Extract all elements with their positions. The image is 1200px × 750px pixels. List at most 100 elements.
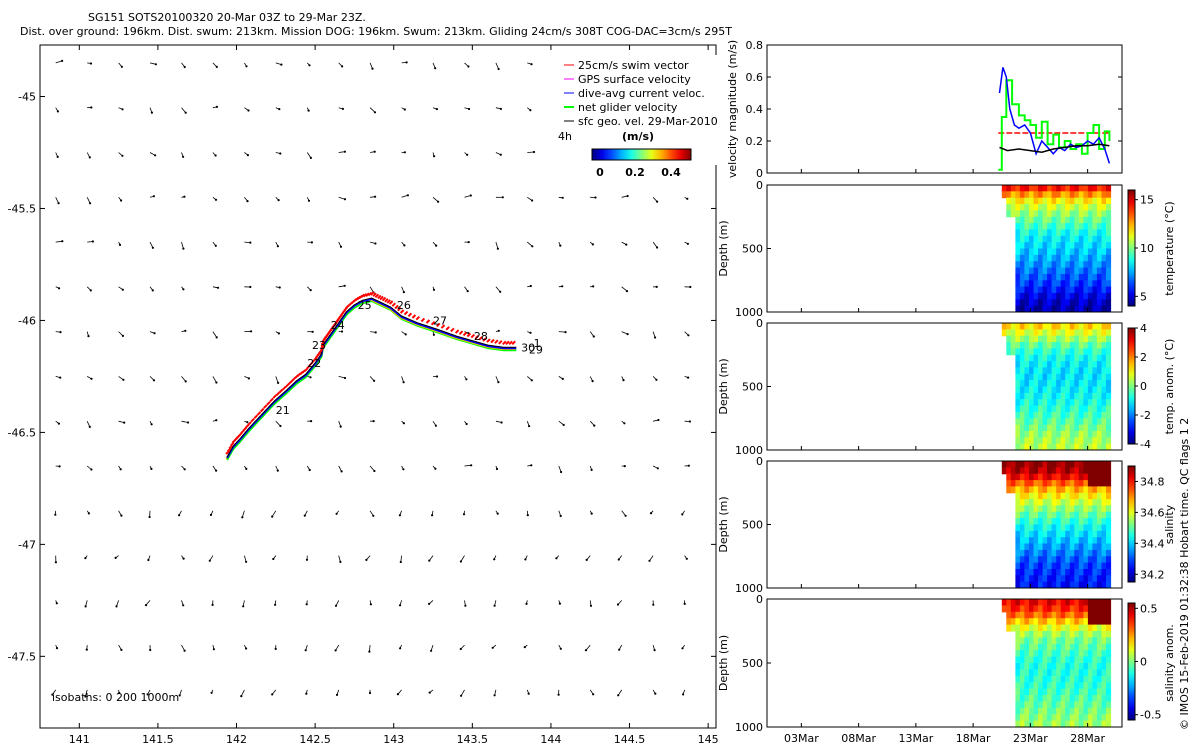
section-cell bbox=[1060, 354, 1066, 362]
current-arrow-head bbox=[151, 246, 154, 249]
section-cell bbox=[1024, 342, 1030, 349]
section-cell bbox=[1038, 235, 1044, 243]
section-cell bbox=[1056, 329, 1062, 337]
section-cell bbox=[1065, 329, 1071, 337]
section-cell bbox=[1042, 399, 1048, 407]
section-cell bbox=[1047, 688, 1053, 696]
section-cell bbox=[1024, 669, 1030, 677]
section-cell bbox=[1038, 248, 1044, 256]
swim-vector bbox=[374, 293, 380, 299]
section-cell bbox=[1038, 335, 1044, 343]
section-cell bbox=[1069, 569, 1075, 576]
section-cell bbox=[1010, 197, 1016, 205]
section-cell bbox=[1006, 618, 1012, 626]
section-cell bbox=[1029, 399, 1035, 407]
section-cell bbox=[1083, 650, 1089, 658]
section-cell bbox=[1087, 682, 1093, 690]
current-arrow-head bbox=[276, 245, 279, 248]
section-cell bbox=[1015, 618, 1021, 626]
section-cell bbox=[1024, 461, 1030, 468]
colorbar-tick-label: 5 bbox=[1140, 290, 1147, 303]
swim-vector bbox=[275, 391, 281, 397]
section-cell bbox=[1019, 486, 1025, 494]
section-cell bbox=[1101, 210, 1107, 218]
current-arrow-head bbox=[682, 693, 685, 696]
day-label: 1 bbox=[534, 337, 541, 350]
section-cell bbox=[1056, 443, 1062, 451]
section-cell bbox=[1083, 223, 1089, 230]
section-cell bbox=[1015, 624, 1021, 632]
section-cell bbox=[1006, 486, 1012, 494]
section-cell bbox=[1106, 367, 1112, 375]
section-cell bbox=[1092, 575, 1098, 583]
section-cell bbox=[1024, 292, 1030, 300]
section-cell bbox=[1056, 492, 1062, 500]
section-cell bbox=[1078, 499, 1084, 506]
section-cell bbox=[1056, 267, 1062, 275]
section-cell bbox=[1101, 695, 1107, 702]
section-cell bbox=[1069, 204, 1075, 211]
section-cell bbox=[1083, 656, 1089, 664]
section-cell bbox=[1056, 342, 1062, 349]
section-cell bbox=[1042, 720, 1048, 728]
section-cell bbox=[1078, 631, 1084, 638]
section-cell bbox=[1106, 480, 1112, 487]
section-cell bbox=[1042, 461, 1048, 468]
section-cell bbox=[1038, 437, 1044, 445]
section-cell bbox=[1042, 242, 1048, 250]
section-cell bbox=[1042, 714, 1048, 722]
section-cell bbox=[1074, 605, 1080, 613]
section-cell bbox=[1051, 473, 1057, 481]
section-cell bbox=[1065, 720, 1071, 728]
section-cell bbox=[1051, 499, 1057, 506]
section-cell bbox=[1101, 191, 1107, 199]
section-cell bbox=[1033, 524, 1039, 532]
section-cell bbox=[1060, 223, 1066, 230]
section-cell bbox=[1019, 492, 1025, 500]
section-cell bbox=[1092, 361, 1098, 368]
current-arrow-head bbox=[529, 109, 532, 112]
section-cell bbox=[1015, 682, 1021, 690]
section-cell bbox=[1038, 656, 1044, 664]
time-tick-label: 28Mar bbox=[1070, 732, 1105, 745]
section-cell bbox=[1029, 569, 1035, 576]
section-cell bbox=[1019, 480, 1025, 487]
section-cell bbox=[1078, 682, 1084, 690]
section-cell bbox=[1042, 631, 1048, 638]
section-cell bbox=[1042, 204, 1048, 211]
section-cell bbox=[1029, 267, 1035, 275]
section-cell bbox=[1083, 605, 1089, 613]
section-cell bbox=[1015, 443, 1021, 451]
section-cell bbox=[1078, 650, 1084, 658]
current-arrow-head bbox=[89, 62, 93, 65]
swim-vector bbox=[470, 333, 476, 339]
current-arrow-head bbox=[656, 467, 659, 470]
section-cell bbox=[1101, 650, 1107, 658]
section-cell bbox=[1092, 720, 1098, 728]
section-cell bbox=[1047, 418, 1053, 426]
section-cell bbox=[1019, 537, 1025, 545]
section-cell bbox=[1047, 254, 1053, 262]
section-cell bbox=[1096, 418, 1102, 426]
section-cell bbox=[1019, 430, 1025, 438]
section-cell bbox=[1065, 605, 1071, 613]
section-cell bbox=[1010, 348, 1016, 356]
section-cell bbox=[1024, 695, 1030, 702]
section-cell bbox=[1047, 229, 1053, 237]
section-cell bbox=[1019, 299, 1025, 307]
section-cell bbox=[1106, 216, 1112, 224]
section-cell bbox=[1065, 204, 1071, 211]
section-cell bbox=[1042, 492, 1048, 500]
section-cell bbox=[1047, 473, 1053, 481]
section-cell bbox=[1092, 299, 1098, 307]
section-cell bbox=[1087, 335, 1093, 343]
section-y-tick-label: 1000 bbox=[735, 306, 763, 319]
section-cell bbox=[1087, 720, 1093, 728]
section-cell bbox=[1087, 273, 1093, 281]
section-cell bbox=[1015, 348, 1021, 356]
section-cell bbox=[1029, 380, 1035, 387]
section-cell bbox=[1047, 631, 1053, 638]
section-cell bbox=[1038, 688, 1044, 696]
section-cell bbox=[1069, 399, 1075, 407]
section-cell bbox=[1060, 518, 1066, 525]
